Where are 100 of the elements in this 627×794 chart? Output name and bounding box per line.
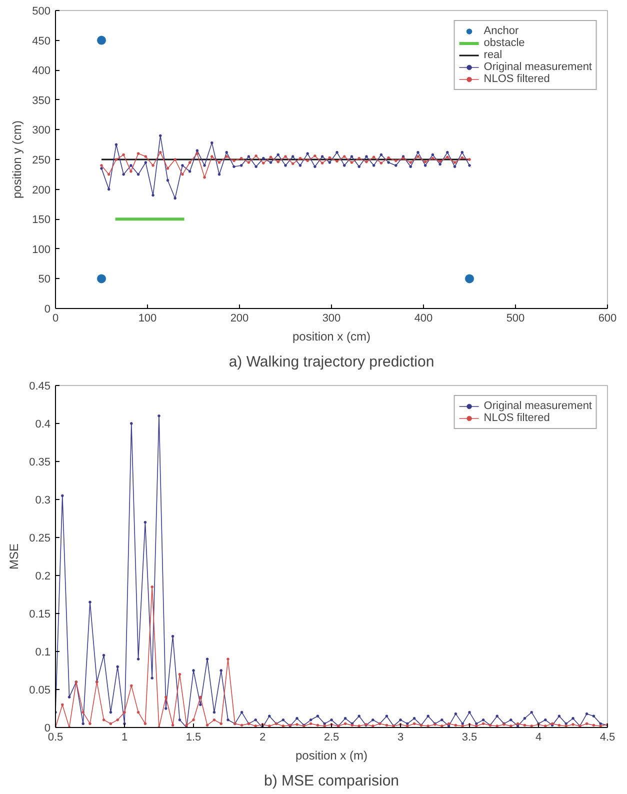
- point: [465, 274, 474, 284]
- y-tick-label: 0.05: [29, 684, 51, 696]
- y-tick-label: 500: [32, 6, 51, 18]
- point: [181, 173, 184, 176]
- x-tick-label: 500: [506, 312, 525, 324]
- x-tick-label: 0.5: [48, 732, 64, 744]
- legend-label: real: [484, 49, 504, 61]
- y-tick-label: 300: [32, 124, 51, 137]
- point: [136, 173, 140, 176]
- point: [394, 164, 398, 167]
- y-tick-label: 0: [44, 722, 51, 734]
- point: [247, 155, 250, 158]
- point: [350, 155, 354, 158]
- point: [130, 164, 132, 167]
- text: a) Walking trajectory prediction: [228, 354, 434, 370]
- point: [254, 165, 258, 168]
- point: [372, 164, 376, 167]
- point: [446, 150, 449, 154]
- point: [431, 156, 434, 160]
- y-tick-label: 0.2: [35, 570, 51, 582]
- point: [438, 162, 442, 166]
- point: [100, 167, 103, 170]
- point: [152, 164, 154, 167]
- point: [336, 160, 338, 163]
- point: [460, 150, 464, 154]
- y-tick-label: 50: [38, 274, 51, 286]
- point: [342, 164, 346, 167]
- point: [416, 155, 420, 158]
- point: [320, 162, 324, 164]
- x-tick-label: 400: [414, 312, 433, 324]
- x-tick-label: 100: [138, 312, 157, 324]
- point: [218, 173, 221, 176]
- point: [394, 159, 398, 162]
- point: [276, 160, 280, 164]
- point: [291, 155, 294, 158]
- point: [114, 158, 118, 161]
- y-axis-title: MSE: [7, 543, 22, 570]
- point: [158, 150, 162, 154]
- point: [232, 159, 236, 162]
- x-tick-label: 4.5: [600, 732, 616, 744]
- point: [416, 150, 420, 154]
- point: [298, 156, 302, 160]
- point: [188, 170, 192, 173]
- point: [468, 158, 471, 161]
- x-tick-label: 600: [598, 312, 617, 324]
- point: [446, 156, 449, 159]
- y-tick-label: 0.1: [35, 646, 51, 658]
- point: [97, 36, 106, 45]
- point: [196, 152, 199, 155]
- point: [130, 170, 132, 173]
- y-tick-label: 250: [32, 154, 51, 166]
- point: [409, 165, 412, 168]
- point: [97, 274, 106, 284]
- point: [314, 154, 316, 158]
- point: [240, 156, 243, 160]
- point: [114, 143, 118, 146]
- point: [306, 159, 309, 162]
- y-tick-label: 350: [32, 94, 51, 107]
- point: [203, 176, 206, 179]
- x-tick-label: 300: [322, 312, 341, 324]
- y-tick-label: 0.15: [29, 608, 51, 620]
- point: [438, 160, 442, 163]
- x-tick-label: 0: [52, 312, 59, 324]
- point: [166, 178, 170, 182]
- x-axis-title: position x (cm): [292, 330, 371, 344]
- point: [232, 165, 236, 168]
- legend-label: Original measurement: [484, 61, 592, 73]
- point: [453, 165, 456, 168]
- point: [424, 164, 427, 167]
- point: [372, 156, 376, 159]
- y-tick-label: 100: [32, 244, 51, 256]
- point: [328, 161, 332, 164]
- point: [144, 155, 148, 158]
- x-tick-label: 2.5: [324, 732, 340, 744]
- point: [122, 153, 125, 156]
- point: [240, 164, 243, 167]
- legend-label: Original measurement: [484, 400, 592, 412]
- point: [218, 161, 221, 164]
- point: [365, 155, 368, 158]
- point: [174, 158, 176, 161]
- point: [468, 164, 471, 167]
- y-tick-label: 200: [32, 184, 51, 196]
- point: [328, 156, 332, 160]
- point: [107, 188, 110, 191]
- point: [276, 153, 280, 156]
- y-tick-label: 0.25: [29, 532, 51, 544]
- point: [210, 155, 214, 158]
- point: [380, 162, 383, 164]
- y-tick-label: 0.3: [35, 494, 51, 506]
- x-tick-label: 1: [121, 732, 128, 744]
- x-tick-label: 4: [535, 732, 542, 744]
- y-tick-label: 150: [32, 214, 51, 226]
- legend-label: NLOS filtered: [484, 412, 550, 424]
- y-tick-label: 400: [32, 65, 51, 78]
- point: [350, 161, 354, 164]
- point: [262, 156, 265, 160]
- x-axis-title: position x (m): [295, 748, 368, 762]
- point: [320, 155, 324, 158]
- x-tick-label: 3: [397, 732, 404, 744]
- point: [365, 160, 368, 164]
